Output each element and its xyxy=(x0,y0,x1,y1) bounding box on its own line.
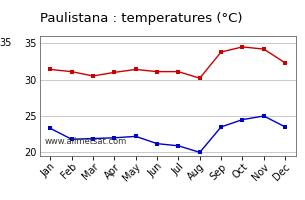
Text: www.allmetsat.com: www.allmetsat.com xyxy=(45,137,127,146)
Text: Paulistana : temperatures (°C): Paulistana : temperatures (°C) xyxy=(40,12,242,25)
Text: 35: 35 xyxy=(0,38,12,48)
